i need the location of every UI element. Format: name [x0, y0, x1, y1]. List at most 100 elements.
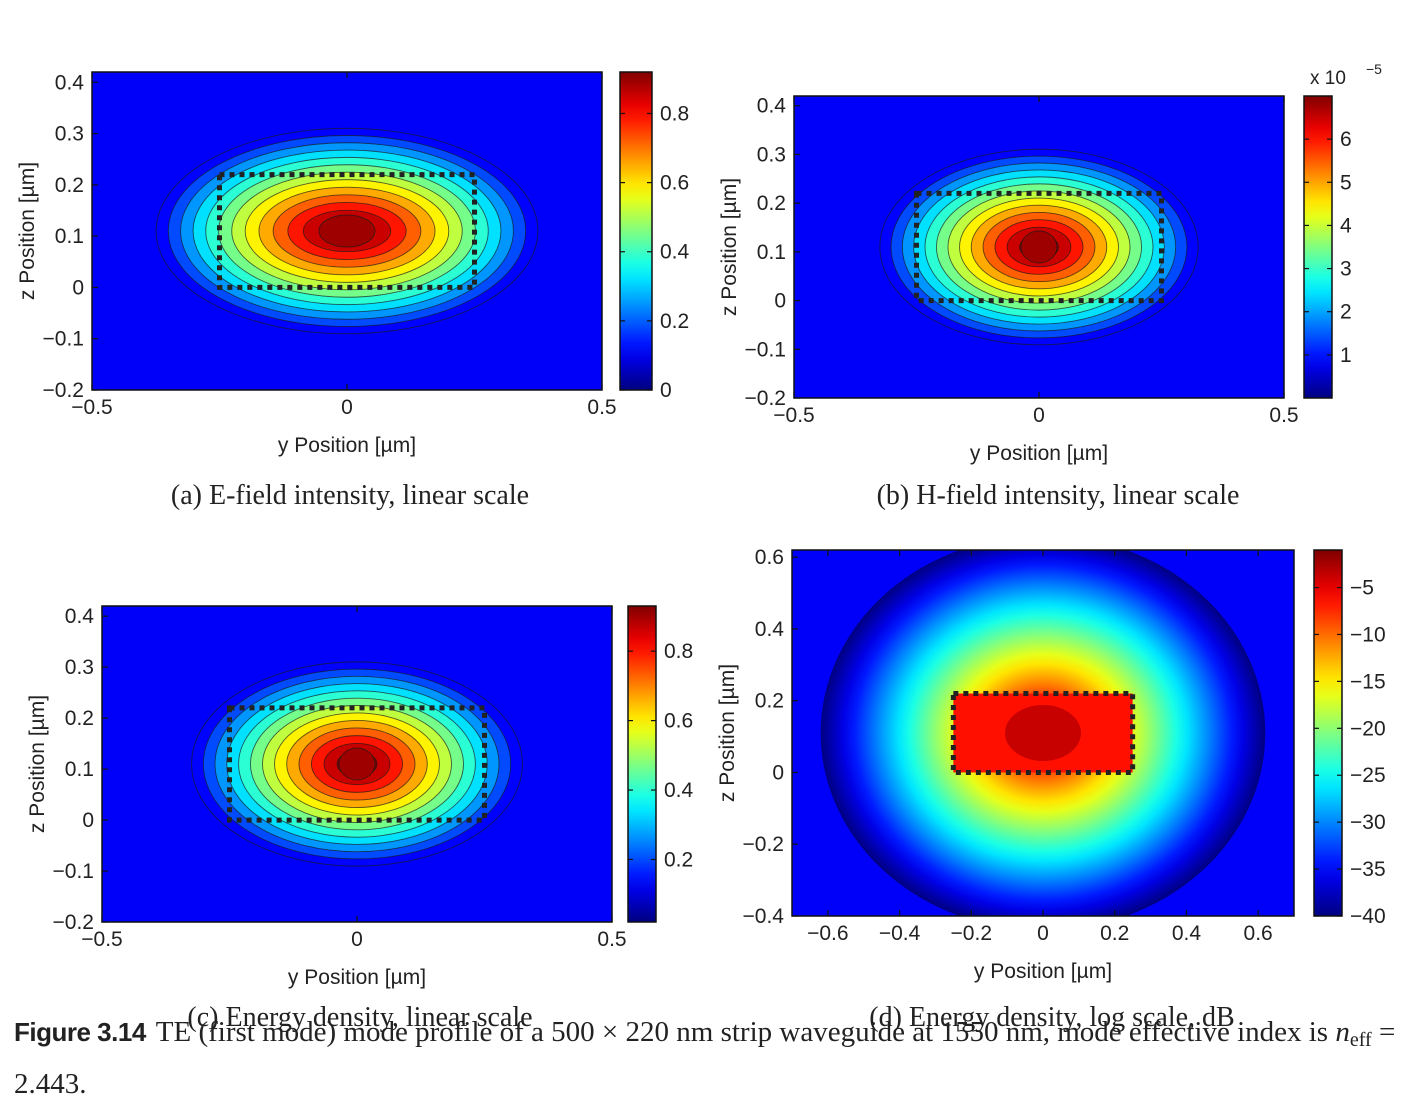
y-tick-label: 0.4 [757, 95, 787, 118]
y-tick-label: −0.1 [43, 328, 84, 351]
x-tick-label: 0.2 [1100, 922, 1129, 945]
field-peak [318, 214, 376, 248]
x-tick-label: −0.4 [879, 922, 921, 945]
y-tick-label: 0 [772, 761, 784, 784]
y-tick-label: 0 [82, 809, 94, 832]
x-axis-label: y Position [µm] [278, 434, 416, 457]
y-axis-label: z Position [µm] [718, 178, 741, 316]
field-peak [1020, 230, 1058, 264]
y-tick-label: 0.3 [757, 143, 786, 166]
chart-b [793, 95, 1333, 399]
subplot-caption: (a) E-field intensity, linear scale [171, 480, 529, 511]
x-tick-label: −0.5 [71, 396, 112, 419]
neff-symbol: n [1335, 1016, 1350, 1048]
caption-text-end: = 2.443. [14, 1016, 1396, 1100]
colorbar-tick-label: 0.8 [660, 102, 689, 125]
colorbar-tick-label: 0.6 [664, 710, 693, 733]
waveguide-core-outline [227, 705, 487, 823]
y-tick-label: −0.1 [745, 338, 786, 361]
x-axis-label: y Position [µm] [970, 442, 1108, 465]
y-tick-label: 0.4 [55, 71, 85, 94]
figure-caption: Figure 3.14 TE (first mode) mode profile … [14, 1010, 1399, 1106]
colorbar-tick-label: 0.2 [664, 848, 693, 871]
y-tick-label: −0.1 [53, 860, 94, 883]
x-tick-label: −0.6 [807, 922, 848, 945]
y-tick-label: −0.2 [43, 379, 84, 402]
y-tick-label: 0.4 [755, 618, 785, 641]
y-tick-label: 0.2 [55, 174, 84, 197]
colorbar-tick-label: 5 [1340, 171, 1352, 194]
x-tick-label: 0.5 [587, 396, 616, 419]
chart-c [101, 605, 657, 923]
field-map [155, 127, 539, 335]
y-tick-label: 0.1 [55, 225, 84, 248]
x-tick-label: −0.5 [773, 404, 814, 427]
y-axis-label: z Position [µm] [716, 664, 739, 802]
y-axis-label: z Position [µm] [26, 695, 49, 833]
y-tick-label: 0.3 [55, 123, 84, 146]
colorbar-tick-label: −30 [1350, 811, 1386, 834]
colorbar-tick-label: 1 [1340, 344, 1352, 367]
y-axis-label: z Position [µm] [16, 162, 39, 300]
x-tick-label: 0 [351, 928, 363, 951]
x-axis-label: y Position [µm] [288, 966, 426, 989]
chart-d [791, 549, 1343, 917]
y-tick-label: 0.6 [755, 546, 784, 569]
colorbar-tick-label: −15 [1350, 670, 1386, 693]
field-map [879, 148, 1199, 346]
y-tick-label: −0.4 [743, 905, 785, 928]
field-peak [338, 747, 376, 781]
y-tick-label: 0.3 [65, 656, 94, 679]
colorbar-multiplier-exponent: −5 [1366, 61, 1382, 77]
colorbar-tick-label: 0.4 [664, 779, 694, 802]
y-tick-label: −0.2 [53, 911, 94, 934]
y-tick-label: 0 [72, 276, 84, 299]
x-tick-label: 0 [1033, 404, 1045, 427]
x-tick-label: 0.4 [1172, 922, 1202, 945]
neff-subscript: eff [1349, 1029, 1372, 1051]
colorbar [627, 605, 657, 923]
colorbar-tick-label: 3 [1340, 258, 1352, 281]
x-tick-label: 0 [341, 396, 353, 419]
y-tick-label: 0.2 [755, 690, 784, 713]
field-peak [1005, 705, 1081, 761]
x-tick-label: −0.2 [951, 922, 992, 945]
colorbar-tick-label: 2 [1340, 301, 1352, 324]
colorbar-tick-label: −40 [1350, 905, 1386, 928]
x-axis-label: y Position [µm] [974, 960, 1112, 983]
colorbar [619, 71, 653, 391]
y-tick-label: −0.2 [743, 833, 784, 856]
colorbar-tick-label: 0 [660, 379, 672, 402]
x-tick-label: 0 [1037, 922, 1049, 945]
chart-a [91, 71, 653, 391]
y-tick-label: 0.1 [65, 758, 94, 781]
y-tick-label: −0.2 [745, 387, 786, 410]
subplot-caption: (d) Energy density, log scale, dB [869, 1002, 1234, 1033]
x-tick-label: 0.6 [1244, 922, 1273, 945]
x-tick-label: 0.5 [1269, 404, 1298, 427]
field-map [191, 661, 523, 867]
colorbar-tick-label: 4 [1340, 214, 1352, 237]
y-tick-label: 0.2 [757, 192, 786, 215]
y-tick-label: 0.1 [757, 241, 786, 264]
colorbar-tick-label: 0.8 [664, 640, 693, 663]
colorbar-tick-label: 0.4 [660, 241, 690, 264]
caption-text: TE (first mode) mode profile of a 500 × … [155, 1016, 1336, 1048]
figure-label: Figure 3.14 [14, 1017, 146, 1047]
colorbar-tick-label: −5 [1350, 577, 1374, 600]
y-tick-label: 0.4 [65, 605, 95, 628]
colorbar [1313, 549, 1343, 917]
colorbar-tick-label: 0.2 [660, 310, 689, 333]
colorbar-tick-label: −25 [1350, 764, 1386, 787]
x-tick-label: 0.5 [597, 928, 626, 951]
waveguide-core-outline [217, 172, 477, 290]
colorbar-tick-label: −20 [1350, 717, 1386, 740]
y-tick-label: 0.2 [65, 707, 94, 730]
subplot-caption: (c) Energy density, linear scale [187, 1002, 532, 1033]
y-tick-label: 0 [774, 290, 786, 313]
colorbar-tick-label: −35 [1350, 858, 1386, 881]
colorbar-tick-label: −10 [1350, 623, 1386, 646]
colorbar [1303, 95, 1333, 399]
subplot-caption: (b) H-field intensity, linear scale [877, 480, 1240, 511]
waveguide-core-outline [914, 190, 1164, 304]
